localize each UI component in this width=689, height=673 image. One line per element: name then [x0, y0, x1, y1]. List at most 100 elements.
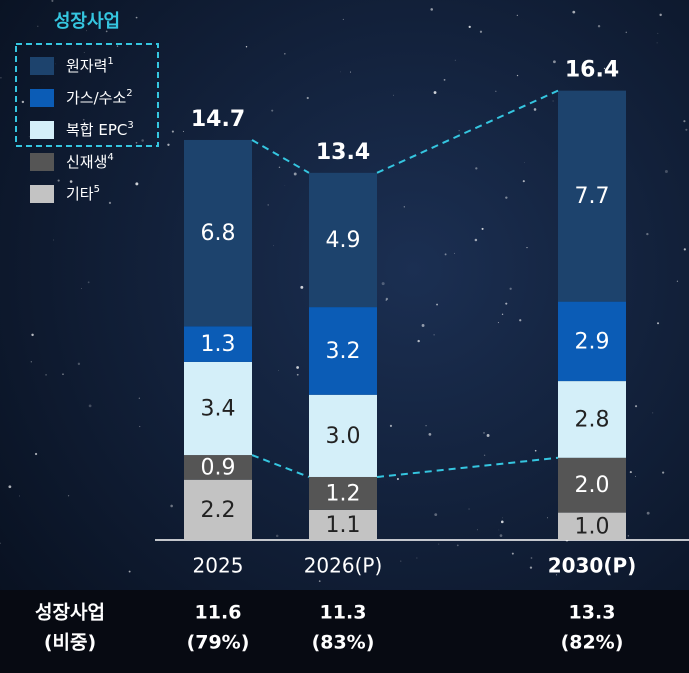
segment-label: 0.9 — [201, 455, 236, 480]
segment-label: 3.4 — [201, 396, 236, 421]
bar-segment — [184, 361, 252, 456]
star — [499, 534, 503, 537]
x-tick-label: 2025 — [193, 554, 244, 578]
star — [284, 53, 286, 55]
star — [625, 31, 628, 34]
star — [245, 46, 248, 48]
star — [629, 471, 632, 474]
star — [340, 71, 342, 73]
star — [284, 185, 286, 186]
star — [553, 60, 556, 64]
star — [482, 431, 486, 434]
star — [526, 246, 528, 249]
connector — [251, 139, 310, 174]
star — [530, 557, 533, 559]
star — [597, 24, 601, 28]
star — [428, 433, 432, 436]
star — [31, 333, 34, 337]
legend-label: 기타5 — [66, 184, 100, 203]
star — [21, 100, 25, 104]
star — [529, 566, 533, 569]
legend-label: 복합 EPC3 — [66, 120, 134, 139]
star — [306, 96, 309, 100]
legend-swatch — [30, 185, 54, 203]
growth-sublabel: (비중) — [44, 632, 96, 654]
star — [128, 570, 131, 573]
star — [349, 71, 352, 73]
star — [81, 288, 82, 289]
segment-label: 1.3 — [201, 332, 236, 357]
star — [275, 534, 279, 538]
bar-segment — [184, 455, 252, 480]
legend-note: 4 — [107, 152, 113, 163]
star — [434, 513, 438, 516]
star — [657, 322, 660, 325]
segment-label: 2.0 — [575, 473, 610, 498]
star — [676, 280, 679, 282]
star — [267, 204, 269, 206]
star — [533, 108, 537, 111]
star — [278, 166, 281, 169]
star — [0, 542, 1, 544]
star — [436, 303, 438, 306]
star — [62, 373, 64, 375]
segment-label: 1.0 — [575, 514, 610, 539]
bar-segment — [558, 301, 626, 382]
x-tick-label: 2026(P) — [304, 554, 383, 578]
star — [171, 130, 174, 133]
legend-note: 2 — [126, 88, 132, 99]
star — [458, 130, 460, 132]
legend-swatch — [30, 89, 54, 107]
star — [468, 25, 471, 28]
star — [182, 130, 185, 132]
segment-label: 6.8 — [201, 221, 236, 246]
star — [86, 30, 87, 32]
star — [425, 425, 427, 427]
legend-note: 1 — [107, 56, 113, 67]
bar-segment — [309, 394, 377, 477]
star — [30, 361, 32, 363]
star — [167, 143, 170, 146]
segment-label: 4.9 — [326, 228, 361, 253]
footer-band — [0, 590, 689, 673]
star — [8, 485, 12, 489]
bar-segment — [558, 457, 626, 513]
star — [500, 520, 504, 524]
growth-share: (79%) — [187, 632, 250, 654]
star — [433, 91, 437, 94]
star — [656, 42, 658, 44]
segment-label: 3.2 — [326, 339, 361, 364]
star — [342, 18, 344, 20]
star — [105, 30, 108, 33]
star — [82, 118, 85, 121]
star — [683, 120, 686, 123]
star — [293, 172, 297, 176]
segment-label: 2.2 — [201, 498, 236, 523]
star — [456, 544, 459, 547]
growth-share: (83%) — [312, 632, 375, 654]
legend-note: 3 — [127, 120, 133, 131]
bar-segment — [184, 139, 252, 327]
star — [522, 180, 525, 183]
segment-label: 3.0 — [326, 424, 361, 449]
star — [572, 10, 576, 14]
star — [646, 511, 650, 515]
star — [135, 141, 138, 144]
star — [108, 201, 112, 205]
star — [69, 180, 73, 183]
legend-title: 성장사업 — [54, 11, 120, 32]
star — [486, 434, 490, 437]
star — [475, 167, 478, 170]
star — [634, 405, 638, 408]
star — [34, 452, 38, 456]
legend-group-box — [15, 43, 159, 147]
star — [88, 404, 92, 408]
bar-segment — [558, 90, 626, 302]
star — [664, 169, 668, 173]
star — [296, 366, 299, 369]
star — [139, 425, 141, 428]
star — [502, 517, 503, 519]
star — [138, 397, 140, 399]
star — [603, 67, 606, 70]
